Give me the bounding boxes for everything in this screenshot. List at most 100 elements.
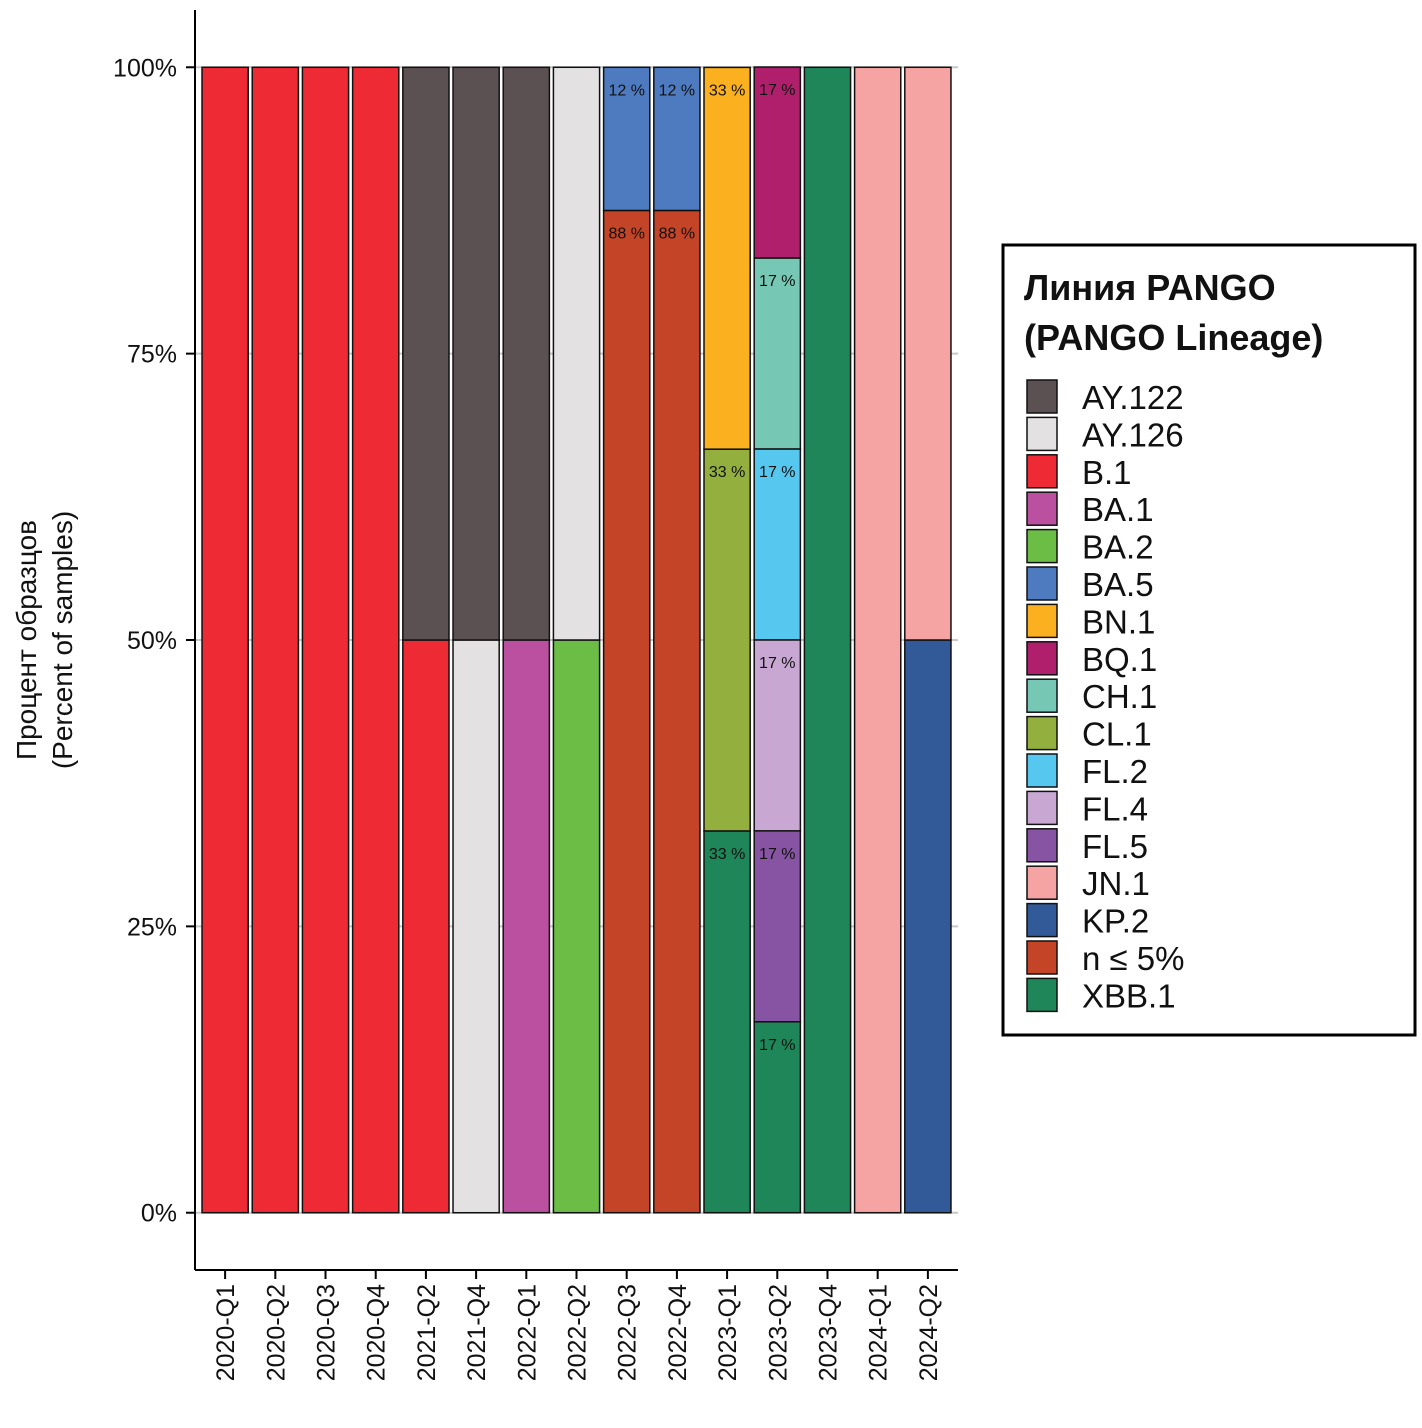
legend-label: BA.1 [1082, 491, 1154, 528]
legend-label: CL.1 [1082, 716, 1152, 753]
legend-swatch [1026, 491, 1058, 526]
bar-segment [653, 66, 701, 212]
legend-label: KP.2 [1082, 903, 1149, 940]
legend-swatch [1026, 641, 1058, 676]
y-axis-label: Процент образцов [11, 520, 42, 760]
bar-segment [602, 209, 651, 1214]
bar-segment [753, 66, 802, 259]
x-tick-label: 2020-Q4 [363, 1284, 391, 1381]
x-tick-label: 2024-Q1 [865, 1284, 893, 1381]
bar-segment [853, 66, 902, 1214]
data-label: 17 % [759, 82, 795, 99]
bar-segment [803, 66, 852, 1214]
data-label: 17 % [759, 1037, 795, 1054]
legend-label: FL.4 [1082, 790, 1148, 827]
legend-label: n ≤ 5% [1082, 940, 1185, 977]
y-tick-label: 75% [127, 341, 177, 369]
data-label: 17 % [759, 846, 795, 863]
bar-segment [703, 830, 751, 1214]
y-tick-label: 100% [113, 54, 177, 82]
data-label: 33 % [709, 846, 745, 863]
legend-swatch [1026, 790, 1058, 826]
legend-label: JN.1 [1082, 865, 1150, 902]
x-tick-label: 2020-Q2 [262, 1284, 290, 1381]
y-tick-label: 25% [127, 913, 177, 941]
bar-segment [904, 66, 952, 641]
legend-label: BA.5 [1082, 566, 1154, 603]
legend-swatch [1026, 603, 1058, 639]
bar-segment [653, 209, 701, 1214]
legend-label: AY.122 [1082, 379, 1184, 416]
bar-segment [201, 66, 249, 1214]
legend-label: AY.126 [1082, 416, 1184, 453]
bar-segment [602, 66, 651, 212]
legend-label: B.1 [1082, 454, 1132, 491]
x-tick-label: 2022-Q1 [513, 1284, 541, 1381]
x-tick-label: 2023-Q4 [814, 1284, 842, 1381]
legend-box [1001, 243, 1417, 1037]
legend-swatch [1026, 902, 1058, 938]
data-label: 33 % [709, 82, 745, 99]
legend-swatch [1026, 715, 1058, 751]
legend-swatch [1026, 528, 1058, 564]
data-label: 12 % [659, 82, 695, 99]
data-label: 17 % [759, 273, 795, 290]
bar-segment [703, 66, 751, 450]
legend-swatch [1026, 753, 1058, 788]
legend-swatch [1026, 828, 1058, 863]
legend-label: BN.1 [1082, 603, 1155, 640]
bar-segment [452, 66, 500, 641]
bar-segment [502, 66, 551, 641]
x-tick-label: 2022-Q3 [614, 1284, 642, 1381]
x-tick-label: 2020-Q3 [313, 1284, 341, 1381]
legend-label: BA.2 [1082, 529, 1154, 566]
legend-label: BQ.1 [1082, 641, 1157, 678]
legend-swatch [1026, 379, 1058, 414]
legend-label: CH.1 [1082, 678, 1157, 715]
bar-segment [251, 66, 300, 1214]
bar-segment [552, 66, 601, 641]
data-label: 17 % [759, 655, 795, 672]
legend-title: (PANGO Lineage) [1024, 317, 1323, 358]
bar-segment [301, 66, 350, 1214]
data-label: 12 % [608, 82, 644, 99]
legend-swatch [1026, 454, 1058, 489]
data-label: 17 % [759, 464, 795, 481]
legend-label: FL.5 [1082, 828, 1148, 865]
x-tick-label: 2022-Q4 [664, 1284, 692, 1381]
data-label: 33 % [709, 464, 745, 481]
y-tick-label: 0% [141, 1200, 177, 1228]
y-tick-label: 50% [127, 627, 177, 655]
bar-segment [402, 639, 450, 1214]
bar-segment [753, 257, 802, 450]
legend-swatch [1026, 977, 1058, 1013]
x-tick-label: 2023-Q1 [714, 1284, 742, 1381]
legend-label: FL.2 [1082, 753, 1148, 790]
x-tick-label: 2024-Q2 [915, 1284, 943, 1381]
data-label: 88 % [659, 225, 695, 242]
x-tick-label: 2023-Q2 [764, 1284, 792, 1381]
bar-segment [703, 448, 751, 832]
bar-segment [351, 66, 400, 1214]
legend-swatch [1026, 940, 1058, 975]
bar-segment [552, 639, 601, 1214]
x-tick-label: 2021-Q4 [463, 1284, 491, 1381]
bar-segment [753, 448, 802, 641]
bar-segment [753, 639, 802, 832]
x-tick-label: 2020-Q1 [212, 1284, 240, 1381]
bar-segment [452, 639, 500, 1214]
legend-swatch [1026, 678, 1058, 713]
x-tick-label: 2022-Q2 [564, 1284, 592, 1381]
bar-segment [502, 639, 551, 1214]
y-axis-label: (Percent of samples) [47, 511, 78, 769]
x-tick-label: 2021-Q2 [413, 1284, 441, 1381]
legend-label: XBB.1 [1082, 977, 1176, 1014]
bar-segment [904, 639, 952, 1214]
legend-title: Линия PANGO [1024, 267, 1276, 308]
legend-swatch [1026, 865, 1058, 900]
data-label: 88 % [608, 225, 644, 242]
bar-segment [402, 66, 450, 641]
legend-swatch [1026, 566, 1058, 601]
bar-segment [753, 830, 802, 1023]
